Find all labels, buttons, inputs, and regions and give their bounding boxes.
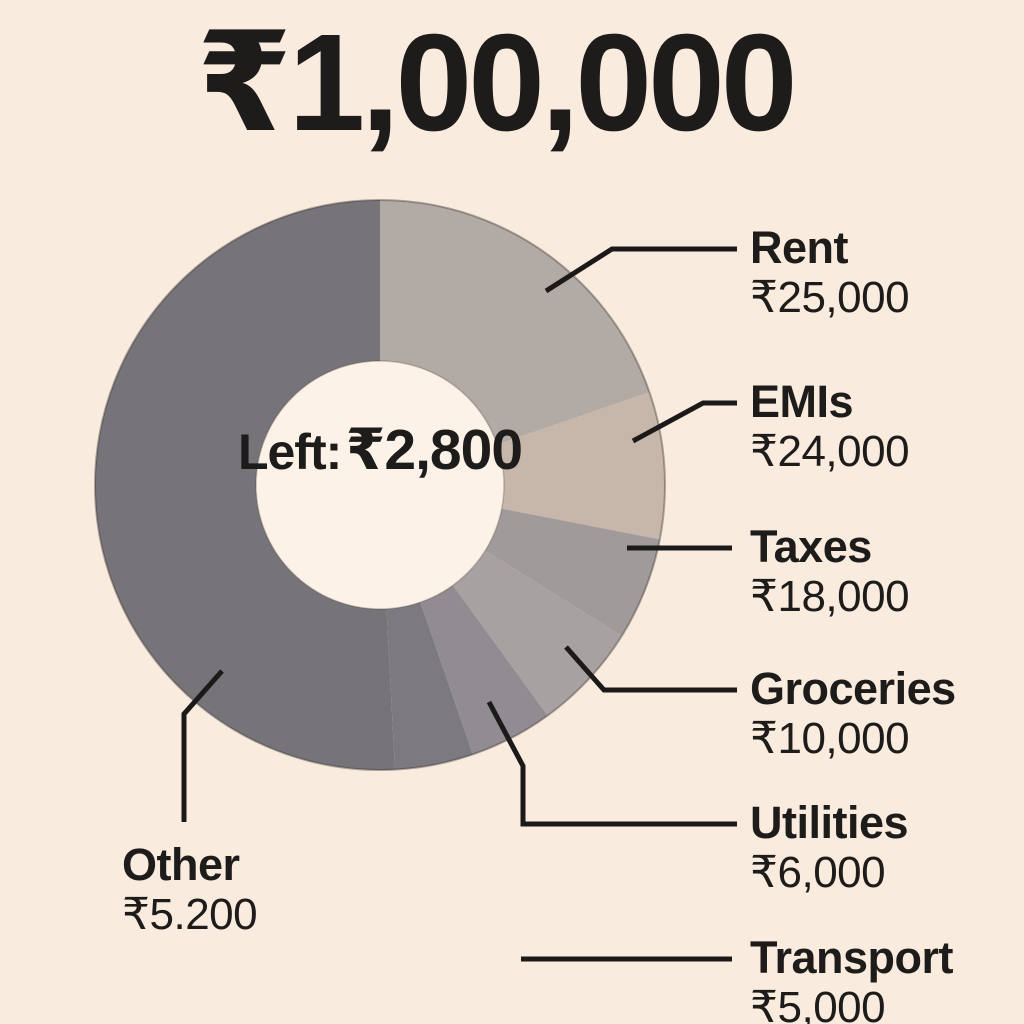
label-emis: EMIs ₹24,000 [750,376,910,477]
center-label-amount: ₹2,800 [345,418,523,482]
slice-groceries [452,550,622,716]
label-other: Other ₹5.200 [122,839,258,940]
label-name-other: Other [122,839,240,890]
label-name-groceries: Groceries [750,663,956,714]
callout-line-emis [631,400,737,444]
slice-rent [380,200,650,445]
callout-line-utilities [486,700,737,827]
label-rent: Rent ₹25,000 [750,222,910,323]
callout-line-rent [544,246,737,294]
label-amount-transport: ₹5,000 [750,983,886,1024]
label-amount-other: ₹5.200 [122,890,258,939]
label-amount-taxes: ₹18,000 [750,572,910,621]
donut-hole [255,360,505,610]
slice-utilities [420,585,548,755]
label-taxes: Taxes ₹18,000 [750,521,910,622]
label-amount-rent: ₹25,000 [750,273,910,322]
label-groceries: Groceries ₹10,000 [750,664,956,764]
callout-line-groceries [564,645,737,693]
donut-outer-rim [94,199,666,771]
label-transport: Transport ₹5,000 [750,932,954,1024]
slice-emis [497,392,665,540]
donut-center-label: Left: ₹2,800 [230,418,530,482]
slice-transport [386,602,473,770]
callout-line-other [181,669,224,822]
label-amount-emis: ₹24,000 [750,427,910,476]
slice-taxes [485,508,660,637]
label-name-transport: Transport [750,932,954,983]
label-name-utilities: Utilities [750,797,909,848]
label-name-emis: EMIs [750,376,854,427]
label-name-taxes: Taxes [750,521,872,572]
label-amount-groceries: ₹10,000 [750,714,910,763]
label-utilities: Utilities ₹6,000 [750,797,909,898]
slice-other [95,200,395,770]
label-amount-utilities: ₹6,000 [750,848,886,897]
page-title: ₹1,00,000 [196,6,797,160]
center-label-left: Left: [237,424,342,480]
label-name-rent: Rent [750,222,849,273]
